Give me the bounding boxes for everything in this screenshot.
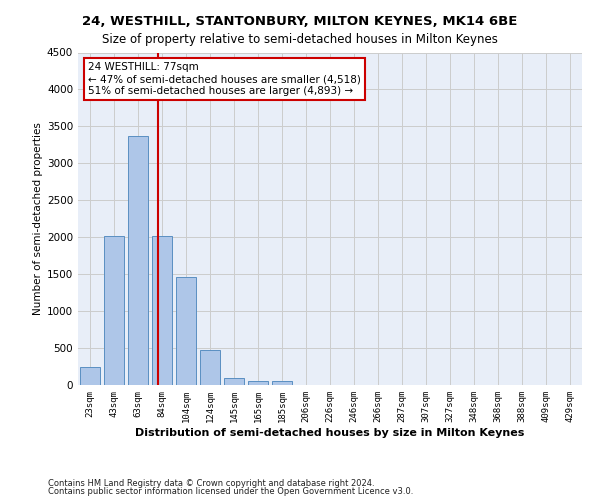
Text: Contains public sector information licensed under the Open Government Licence v3: Contains public sector information licen…	[48, 487, 413, 496]
Bar	[224, 378, 244, 385]
Text: 24 WESTHILL: 77sqm
← 47% of semi-detached houses are smaller (4,518)
51% of semi: 24 WESTHILL: 77sqm ← 47% of semi-detache…	[88, 62, 361, 96]
Bar	[176, 277, 196, 385]
Y-axis label: Number of semi-detached properties: Number of semi-detached properties	[33, 122, 43, 315]
Bar	[200, 350, 220, 385]
Text: 24, WESTHILL, STANTONBURY, MILTON KEYNES, MK14 6BE: 24, WESTHILL, STANTONBURY, MILTON KEYNES…	[82, 15, 518, 28]
Bar	[128, 136, 148, 385]
Bar	[80, 366, 100, 385]
Bar	[152, 236, 172, 385]
Bar	[248, 380, 268, 385]
Bar	[272, 382, 292, 385]
X-axis label: Distribution of semi-detached houses by size in Milton Keynes: Distribution of semi-detached houses by …	[136, 428, 524, 438]
Text: Contains HM Land Registry data © Crown copyright and database right 2024.: Contains HM Land Registry data © Crown c…	[48, 478, 374, 488]
Bar	[104, 236, 124, 385]
Text: Size of property relative to semi-detached houses in Milton Keynes: Size of property relative to semi-detach…	[102, 32, 498, 46]
